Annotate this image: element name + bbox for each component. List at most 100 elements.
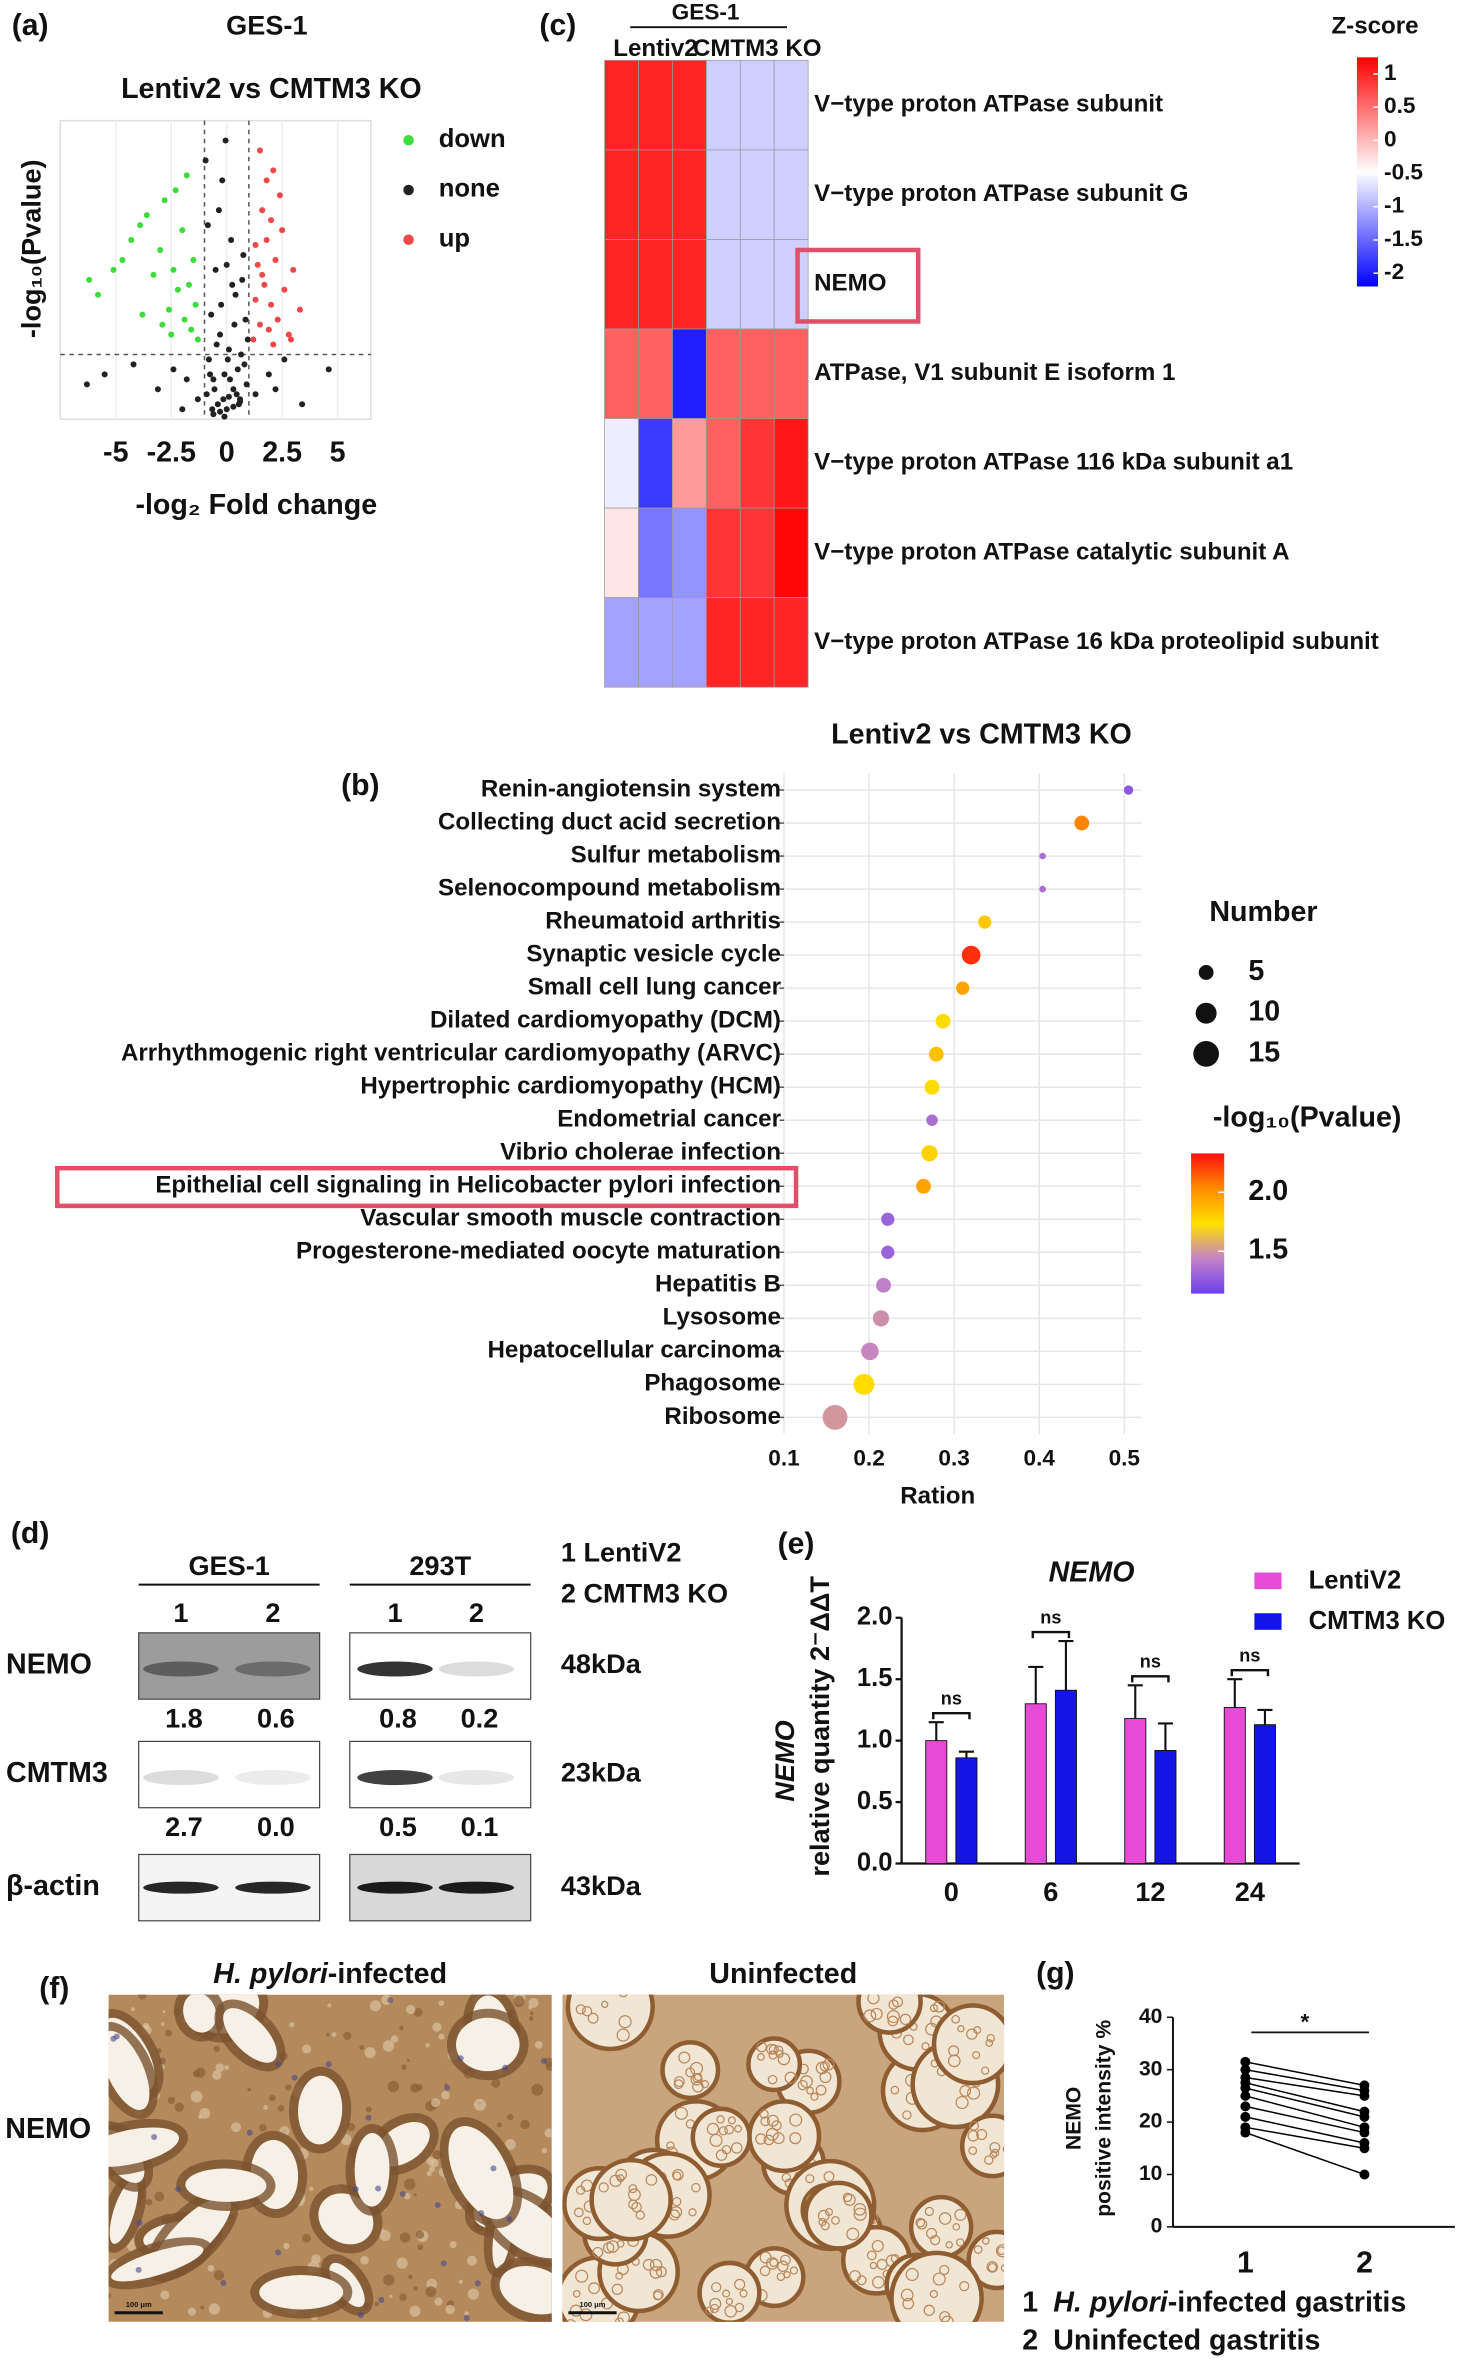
point xyxy=(128,237,135,244)
cell xyxy=(382,2040,395,2052)
nucleus xyxy=(490,2165,497,2172)
chart-subtitle: Lentiv2 vs CMTM3 KO xyxy=(121,73,422,105)
cell xyxy=(417,2244,424,2250)
point xyxy=(325,366,332,373)
lane-label: 1 xyxy=(173,1597,188,1628)
heatmap-cell xyxy=(739,239,775,330)
cell xyxy=(190,2090,203,2103)
cell xyxy=(842,2192,853,2203)
heatmap-cell xyxy=(739,597,775,688)
x-tick-label: -2.5 xyxy=(147,436,196,468)
lane-legend: 1 LentiV2 xyxy=(561,1537,682,1568)
point xyxy=(242,316,249,323)
colorbar-tick-label: -1 xyxy=(1384,193,1404,218)
colorbar-title: Z-score xyxy=(1331,13,1418,40)
scale-bar-label: 100 μm xyxy=(126,2300,152,2309)
cell xyxy=(673,2079,684,2090)
cell xyxy=(678,2051,691,2064)
cell xyxy=(902,2297,915,2310)
cell xyxy=(945,2241,953,2249)
point xyxy=(139,311,146,318)
nucleus xyxy=(135,2266,142,2273)
error-bar xyxy=(958,1750,974,1758)
cell xyxy=(200,2305,205,2310)
legend-marker xyxy=(1193,1041,1219,1067)
cell xyxy=(985,2039,994,2047)
nucleus xyxy=(291,2074,298,2081)
cell xyxy=(213,2270,225,2281)
cell xyxy=(853,2202,867,2216)
lumen xyxy=(108,2030,150,2111)
dot xyxy=(1039,852,1046,860)
cell xyxy=(916,2218,928,2230)
cell xyxy=(921,2042,930,2051)
cell xyxy=(327,2003,332,2008)
quantification: 0.1 xyxy=(461,1811,499,1842)
nucleus xyxy=(378,2296,385,2303)
heatmap-cell xyxy=(638,149,673,240)
cell xyxy=(396,2257,408,2269)
colorbar xyxy=(1191,1153,1225,1294)
cell xyxy=(973,2245,983,2254)
cell xyxy=(625,1980,637,1992)
nucleus xyxy=(246,2129,253,2136)
nucleus xyxy=(387,1997,394,2004)
cell xyxy=(1002,2145,1005,2153)
cell xyxy=(905,2267,919,2281)
heatmap-cell xyxy=(638,239,673,330)
point xyxy=(221,371,228,378)
nucleus xyxy=(440,2260,447,2267)
point xyxy=(192,301,199,308)
blot-band xyxy=(357,1881,433,1894)
cell xyxy=(409,2305,421,2317)
cell xyxy=(404,2178,416,2190)
point xyxy=(190,256,197,263)
cell xyxy=(430,2098,441,2108)
x-tick-label: 6 xyxy=(1043,1876,1058,1907)
cell xyxy=(285,2084,292,2091)
nucleus xyxy=(352,2186,359,2193)
point xyxy=(276,192,283,199)
cell xyxy=(867,1994,880,2005)
point xyxy=(225,393,232,400)
title-italic: H. pylori xyxy=(213,1958,329,1990)
cell xyxy=(491,2078,501,2088)
highlight-box xyxy=(795,247,921,324)
cell xyxy=(426,2170,432,2177)
cell xyxy=(734,2302,745,2313)
nucleus xyxy=(478,2210,485,2217)
cell xyxy=(611,2283,623,2295)
cell xyxy=(866,2250,877,2261)
point xyxy=(270,341,277,348)
cell xyxy=(592,2246,604,2258)
cell xyxy=(473,2098,486,2111)
legend-text: -infected gastritis xyxy=(1168,2286,1407,2318)
cell xyxy=(1009,2150,1018,2159)
heatmap-cell xyxy=(672,239,707,330)
row-label: ATPase, V1 subunit E isoform 1 xyxy=(814,359,1175,386)
cell xyxy=(831,2216,840,2225)
cell xyxy=(467,2288,479,2300)
cell xyxy=(399,2293,407,2301)
point xyxy=(1240,2127,1251,2138)
cell xyxy=(162,2010,166,2014)
cell xyxy=(959,2085,972,2097)
cell xyxy=(432,2022,442,2032)
cell xyxy=(302,2233,312,2243)
cell xyxy=(806,2086,815,2095)
cell xyxy=(192,2070,200,2078)
cell xyxy=(929,2234,941,2246)
cell xyxy=(929,2004,939,2013)
point xyxy=(261,281,268,288)
cell xyxy=(581,2006,593,2017)
cell xyxy=(734,2124,743,2133)
cell xyxy=(997,2246,1005,2256)
cell xyxy=(565,2319,576,2322)
cell xyxy=(876,2258,888,2270)
point xyxy=(86,276,93,283)
heatmap-cell xyxy=(672,328,707,419)
error-bar xyxy=(1127,1684,1143,1719)
point xyxy=(221,413,228,420)
cell xyxy=(174,2102,184,2112)
cell xyxy=(724,2304,738,2318)
